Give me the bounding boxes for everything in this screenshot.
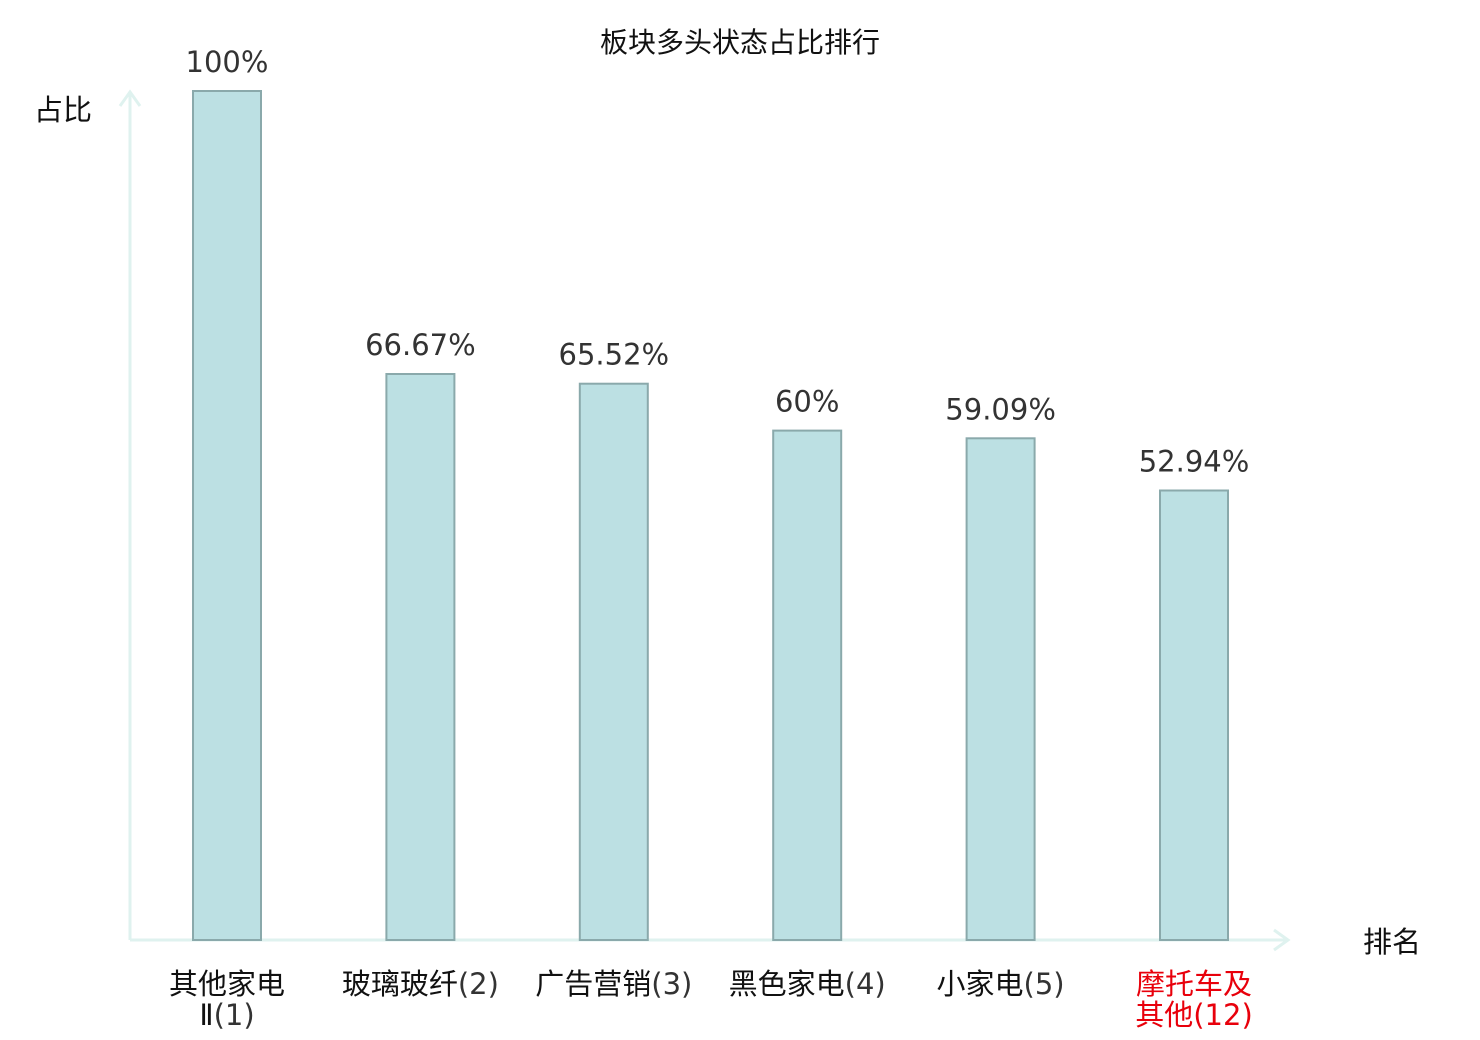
bar-value-label-6: 52.94% xyxy=(1139,445,1250,479)
x-axis-arrow xyxy=(1273,928,1291,952)
chart-title: 板块多头状态占比排行 xyxy=(600,26,880,59)
category-rank: (1) xyxy=(214,998,255,1032)
category-name-line: 其他家电 xyxy=(169,967,285,1001)
category-rank: (5) xyxy=(1024,967,1065,1001)
bar-value-label-3: 65.52% xyxy=(559,338,670,372)
bars xyxy=(192,90,1229,941)
category-rank: (2) xyxy=(458,967,499,1001)
bar-value-label-1: 100% xyxy=(186,45,269,79)
x-axis-label: 排名 xyxy=(1363,925,1421,959)
bar-value-label-2: 66.67% xyxy=(365,328,476,362)
category-name-line: 摩托车及 xyxy=(1136,967,1252,1001)
category-label-4: 黑色家电(4) xyxy=(729,967,886,1001)
axes xyxy=(118,89,1291,952)
category-rank: (4) xyxy=(845,967,886,1001)
category-name-line: 小家电 xyxy=(937,967,1024,1001)
category-name-line: 其他 xyxy=(1135,998,1193,1032)
y-axis-arrow xyxy=(118,89,142,107)
bar-2 xyxy=(385,373,456,941)
bar-value-label-5: 59.09% xyxy=(945,392,1056,426)
bar-3 xyxy=(578,382,649,941)
category-name-line: Ⅱ xyxy=(199,998,213,1032)
category-name-line: 广告营销 xyxy=(535,967,651,1001)
category-labels: 其他家电 Ⅱ(1)玻璃玻纤(2) 广告营销(3) 黑色家电(4) 小家电(5) 摩托车及其… xyxy=(169,967,1253,1032)
category-label-6: 摩托车及其他(12) xyxy=(1135,967,1253,1032)
category-label-3: 广告营销(3) xyxy=(535,967,692,1001)
bar-6 xyxy=(1159,489,1229,941)
bar-1 xyxy=(192,90,262,941)
y-axis-label: 占比 xyxy=(34,93,92,127)
category-name-line: 玻璃玻纤 xyxy=(342,967,458,1001)
category-rank: (12) xyxy=(1193,998,1253,1032)
category-rank: (3) xyxy=(651,967,692,1001)
category-label-5: 小家电(5) xyxy=(937,967,1065,1001)
category-name-line: 黑色家电 xyxy=(729,967,845,1001)
value-labels: 100% 66.67% 65.52% 60% 59.09% 52.94% xyxy=(186,45,1250,479)
bar-4 xyxy=(772,429,843,941)
bar-value-label-4: 60% xyxy=(775,385,839,419)
bar-5 xyxy=(965,437,1036,941)
category-label-1: 其他家电 Ⅱ(1) xyxy=(169,967,285,1032)
category-label-2: 玻璃玻纤(2) xyxy=(342,967,499,1001)
